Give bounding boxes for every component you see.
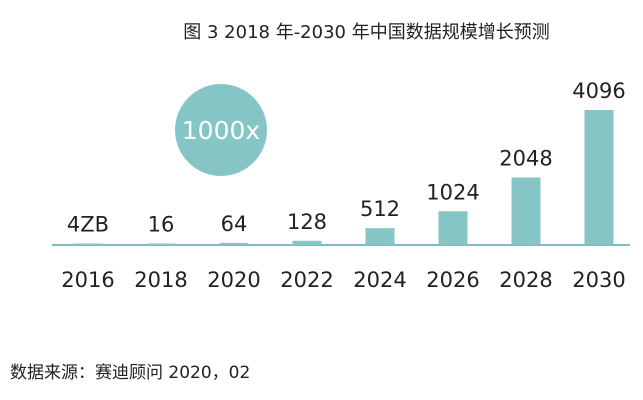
value-label: 16: [148, 213, 175, 237]
x-tick-label: 2024: [353, 268, 406, 292]
x-tick-label: 2026: [426, 268, 479, 292]
x-tick-label: 2030: [572, 268, 625, 292]
value-label: 1024: [426, 180, 479, 204]
x-tick-label: 2016: [61, 268, 114, 292]
x-tick-label: 2028: [499, 268, 552, 292]
annotation-bubble: [175, 84, 267, 176]
x-tick-label: 2022: [280, 268, 333, 292]
x-tick-label: 2020: [207, 268, 260, 292]
chart-title: 图 3 2018 年-2030 年中国数据规模增长预测: [183, 22, 550, 43]
bar-2022: [292, 240, 322, 245]
bar-2026: [438, 211, 468, 245]
value-label: 512: [360, 197, 400, 221]
bar-2024: [365, 228, 395, 245]
value-label: 64: [221, 212, 248, 236]
bar-2020: [219, 242, 249, 245]
bar-2016: [73, 243, 103, 245]
value-label: 4ZB: [67, 213, 109, 237]
value-label: 4096: [572, 79, 625, 103]
bar-2028: [511, 177, 541, 245]
annotation-label: 1000x: [182, 116, 260, 145]
bar-2018: [146, 243, 176, 245]
x-tick-label: 2018: [134, 268, 187, 292]
value-label: 128: [287, 210, 327, 234]
value-label: 2048: [499, 147, 552, 171]
bar-2030: [584, 110, 614, 245]
source-note: 数据来源：赛迪顾问 2020，02: [10, 363, 251, 383]
